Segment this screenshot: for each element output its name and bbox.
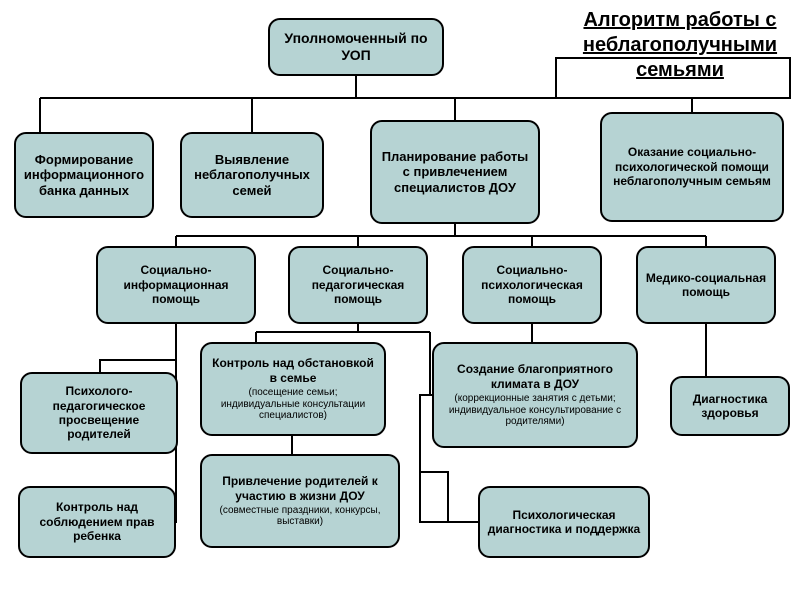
- node-n_detect: Выявление неблагополучных семей: [180, 132, 324, 218]
- node-n_prava: Контроль над соблюдением прав ребенка: [18, 486, 176, 558]
- node-n_bank: Формирование информационного банка данны…: [14, 132, 154, 218]
- node-n_medsoc: Медико-социальная помощь: [636, 246, 776, 324]
- node-n_prosv: Психолого-педагогическое просвещение род…: [20, 372, 178, 454]
- node-label: Психолого-педагогическое просвещение род…: [28, 384, 170, 442]
- node-n_privl: Привлечение родителей к участию в жизни …: [200, 454, 400, 548]
- node-label: Диагностика здоровья: [678, 392, 782, 421]
- node-label: Планирование работы с привлечением специ…: [378, 149, 532, 196]
- node-sublabel: (посещение семьи; индивидуальные консуль…: [208, 387, 378, 422]
- node-label: Формирование информационного банка данны…: [22, 152, 146, 199]
- node-n_help: Оказание социально-психологической помощ…: [600, 112, 784, 222]
- node-label: Медико-социальная помощь: [644, 271, 768, 300]
- node-label: Контроль над соблюдением прав ребенка: [26, 500, 168, 543]
- node-n_diagz: Диагностика здоровья: [670, 376, 790, 436]
- node-label: Психологическая диагностика и поддержка: [486, 508, 642, 537]
- node-label: Социально-педагогическая помощь: [296, 263, 420, 306]
- node-label: Привлечение родителей к участию в жизни …: [208, 474, 392, 503]
- node-label: Создание благоприятного климата в ДОУ: [440, 362, 630, 391]
- node-label: Социально-психологическая помощь: [470, 263, 594, 306]
- diagram-title: Алгоритм работы снеблагополучнымисемьями: [570, 8, 790, 83]
- node-n_socpsy: Социально-психологическая помощь: [462, 246, 602, 324]
- node-n_klimat: Создание благоприятного климата в ДОУ(ко…: [432, 342, 638, 448]
- node-label: Уполномоченный по УОП: [276, 30, 436, 64]
- node-n_psydi: Психологическая диагностика и поддержка: [478, 486, 650, 558]
- node-sublabel: (совместные праздники, конкурсы, выставк…: [208, 505, 392, 528]
- node-sublabel: (коррекционные занятия с детьми; индивид…: [440, 393, 630, 428]
- node-label: Социально-информационная помощь: [104, 263, 248, 306]
- node-n_socinf: Социально-информационная помощь: [96, 246, 256, 324]
- node-n_socped: Социально-педагогическая помощь: [288, 246, 428, 324]
- node-n_root: Уполномоченный по УОП: [268, 18, 444, 76]
- node-n_plan: Планирование работы с привлечением специ…: [370, 120, 540, 224]
- node-label: Выявление неблагополучных семей: [188, 152, 316, 199]
- node-n_ctrlfa: Контроль над обстановкой в семье(посещен…: [200, 342, 386, 436]
- node-label: Контроль над обстановкой в семье: [208, 356, 378, 385]
- node-label: Оказание социально-психологической помощ…: [608, 145, 776, 188]
